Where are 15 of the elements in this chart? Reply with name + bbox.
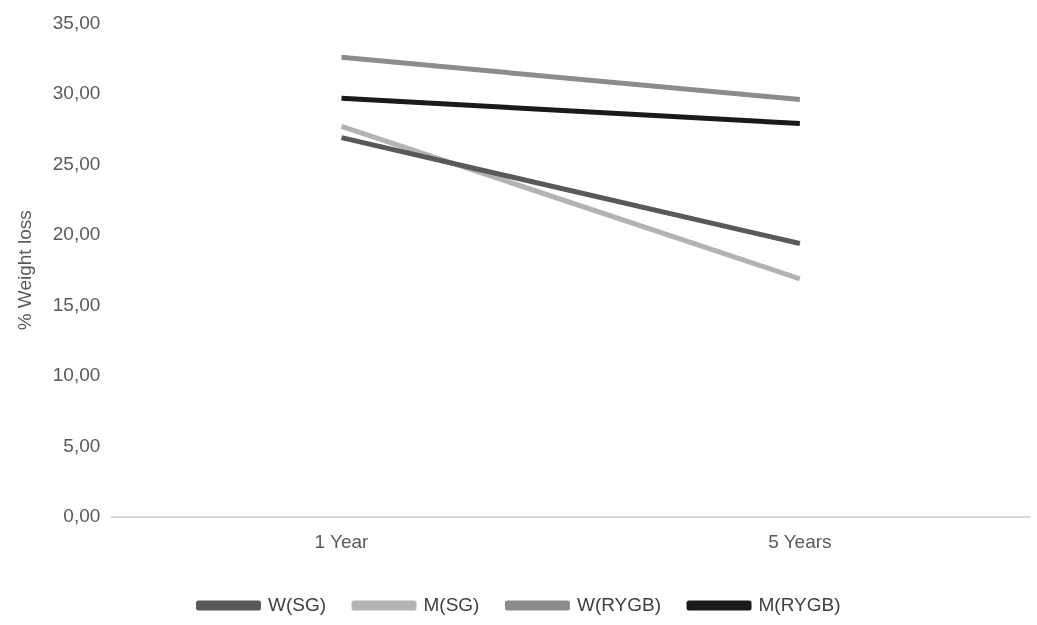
y-tick-label: 5,00 — [63, 434, 101, 456]
x-tick-label: 5 Years — [768, 530, 832, 552]
legend-label: M(RYGB) — [758, 593, 841, 615]
y-tick-label: 10,00 — [52, 364, 101, 386]
legend-label: W(SG) — [267, 593, 327, 615]
x-tick-label: 1 Year — [314, 530, 370, 552]
y-tick-label: 35,00 — [52, 11, 101, 33]
y-tick-label: 30,00 — [52, 82, 101, 104]
y-axis-title: % Weight loss — [13, 210, 35, 331]
legend-label: M(SG) — [423, 593, 480, 615]
y-tick-label: 0,00 — [63, 505, 101, 527]
y-tick-label: 20,00 — [52, 223, 101, 245]
y-tick-label: 25,00 — [52, 152, 101, 174]
y-tick-label: 15,00 — [52, 293, 101, 315]
legend-label: W(RYGB) — [576, 593, 662, 615]
